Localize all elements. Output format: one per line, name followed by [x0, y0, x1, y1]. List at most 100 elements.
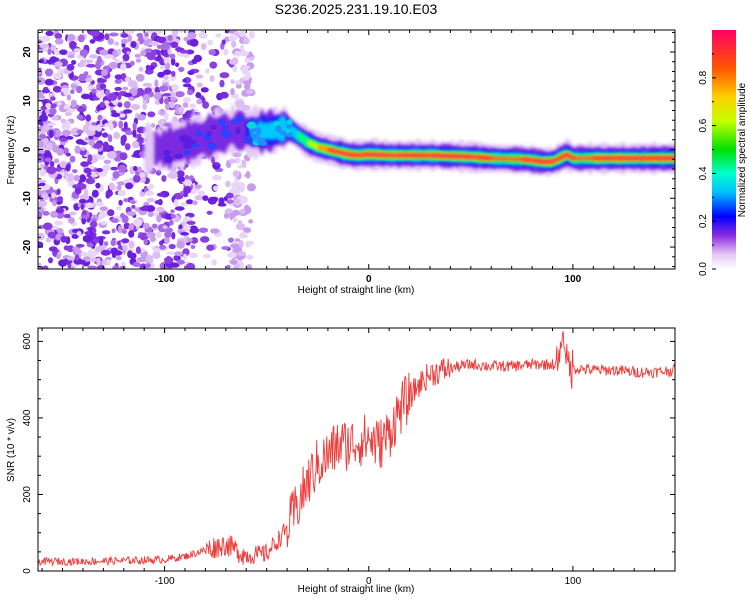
noise-blob — [39, 133, 46, 141]
noise-blob — [194, 195, 205, 201]
noise-blob — [132, 122, 137, 131]
noise-blob — [148, 211, 154, 218]
x-tick-label: 0 — [366, 274, 372, 285]
noise-blob — [187, 70, 195, 76]
noise-blob — [66, 94, 72, 101]
noise-blob — [228, 159, 237, 164]
noise-blob — [38, 241, 44, 248]
colorbar: 0.0 0.2 0.4 0.6 0.8 Normalized spectral ampl… — [698, 30, 748, 276]
noise-blob — [144, 32, 149, 38]
noise-blob — [210, 228, 220, 234]
noise-blob — [170, 41, 179, 48]
noise-blob — [142, 82, 153, 87]
noise-blob — [111, 112, 121, 118]
noise-blob — [246, 183, 256, 192]
noise-blob — [202, 195, 209, 201]
noise-blob — [114, 78, 123, 84]
noise-blob — [43, 151, 52, 157]
noise-blob — [96, 55, 102, 65]
noise-blob — [176, 259, 185, 265]
noise-blob — [143, 239, 148, 246]
noise-blob — [38, 200, 48, 207]
noise-blob — [54, 61, 63, 67]
noise-blob — [117, 48, 122, 56]
noise-blob — [215, 33, 222, 38]
noise-blob — [189, 103, 197, 109]
ridge-clump — [275, 125, 282, 133]
noise-blob — [170, 262, 180, 268]
noise-blob — [100, 210, 106, 218]
noise-blob — [211, 259, 217, 266]
noise-blob — [79, 49, 89, 57]
noise-blob — [133, 165, 138, 172]
noise-blob — [152, 252, 161, 259]
noise-blob — [120, 212, 125, 219]
noise-blob — [61, 124, 71, 130]
noise-blob — [180, 232, 190, 236]
ridge-clump — [243, 136, 253, 142]
noise-blob — [149, 41, 160, 46]
noise-blob — [92, 227, 97, 234]
noise-blob — [178, 30, 184, 33]
noise-blob — [234, 50, 242, 57]
noise-blob — [158, 85, 169, 92]
noise-blob — [113, 131, 120, 140]
noise-blob — [192, 200, 198, 206]
noise-blob — [60, 235, 68, 243]
noise-blob — [65, 152, 71, 157]
noise-blob — [232, 187, 241, 196]
ridge-clump — [273, 121, 280, 127]
noise-blob — [78, 198, 87, 204]
noise-blob — [127, 80, 138, 88]
colorbar-gradient — [712, 30, 736, 269]
noise-blob — [56, 211, 65, 219]
noise-blob — [185, 262, 196, 269]
noise-blob — [173, 255, 179, 261]
noise-blob — [164, 231, 172, 238]
noise-blob — [75, 139, 85, 145]
x-tick-label: -100 — [155, 274, 175, 285]
noise-blob — [146, 231, 156, 238]
noise-blob — [118, 199, 123, 206]
noise-blob — [123, 92, 133, 98]
noise-blob — [78, 259, 86, 265]
noise-blob — [42, 193, 49, 201]
noise-blob — [159, 58, 164, 65]
noise-blob — [111, 228, 116, 234]
noise-blob — [102, 141, 109, 150]
noise-blob — [125, 182, 134, 190]
noise-blob — [129, 88, 138, 93]
noise-blob — [229, 259, 238, 265]
noise-blob — [95, 182, 101, 189]
noise-blob — [67, 217, 75, 224]
noise-blob — [122, 86, 129, 91]
noise-blob — [42, 48, 49, 52]
noise-blob — [175, 62, 180, 68]
noise-blob — [50, 210, 59, 218]
noise-blob — [38, 224, 45, 230]
noise-blob — [86, 85, 96, 90]
noise-blob — [223, 213, 230, 219]
noise-blob — [122, 53, 130, 62]
noise-blob — [94, 202, 105, 206]
noise-blob — [205, 68, 210, 74]
noise-blob — [190, 237, 199, 244]
noise-blob — [88, 249, 94, 257]
noise-blob — [115, 256, 122, 261]
noise-blob — [38, 69, 42, 76]
noise-blob — [47, 59, 54, 65]
noise-blob — [225, 180, 231, 188]
noise-blob — [67, 33, 76, 42]
y-tick-label: 0 — [22, 568, 33, 574]
noise-blob — [243, 227, 252, 234]
noise-blob — [162, 51, 168, 57]
noise-blob — [182, 78, 187, 83]
ridge-clump — [194, 130, 204, 137]
noise-blob — [163, 123, 170, 127]
x-tick-label: -100 — [155, 576, 175, 587]
noise-blob — [140, 175, 146, 184]
noise-blob — [238, 239, 244, 248]
noise-blob — [49, 103, 57, 109]
noise-blob — [231, 181, 240, 189]
noise-blob — [179, 49, 189, 54]
